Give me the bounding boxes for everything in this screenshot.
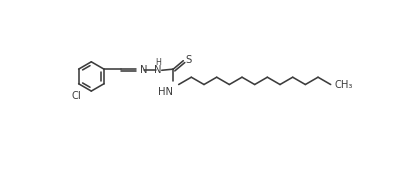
Text: CH₃: CH₃ xyxy=(334,79,352,90)
Text: Cl: Cl xyxy=(71,91,81,101)
Text: N: N xyxy=(154,65,161,75)
Text: HN: HN xyxy=(158,87,173,97)
Text: S: S xyxy=(185,55,191,65)
Text: N: N xyxy=(140,65,147,75)
Text: H: H xyxy=(154,58,160,68)
